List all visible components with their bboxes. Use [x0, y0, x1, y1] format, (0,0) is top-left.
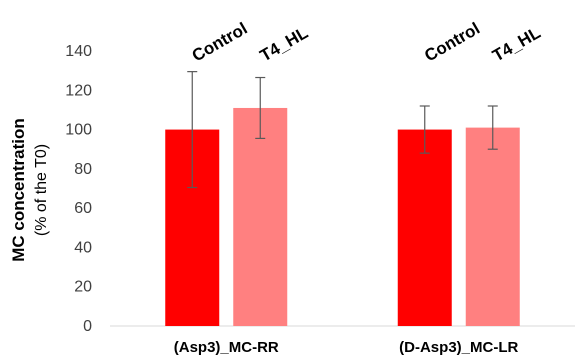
series-label: Control: [189, 19, 251, 66]
bar-control: [397, 129, 452, 326]
bar-t4-hl: [465, 127, 520, 326]
y-axis-sublabel: (% of the T0): [33, 144, 50, 236]
y-tick-label: 20: [74, 279, 92, 296]
y-tick-label: 100: [65, 122, 92, 139]
category-labels: (Asp3)_MC-RR (D-Asp3)_MC-LR: [174, 339, 519, 356]
y-tick-label: 40: [74, 239, 92, 256]
bars: [165, 107, 520, 326]
series-labels: Control T4_HL Control T4_HL: [189, 19, 544, 66]
series-label: T4_HL: [489, 23, 544, 65]
series-label: T4_HL: [257, 23, 312, 65]
bar-t4-hl: [233, 107, 288, 326]
y-tick-label: 60: [74, 200, 92, 217]
y-tick-label: 80: [74, 161, 92, 178]
y-axis-label: MC concentration: [9, 118, 28, 262]
y-tick-label: 120: [65, 82, 92, 99]
category-label: (D-Asp3)_MC-LR: [399, 339, 518, 356]
y-axis-title: MC concentration (% of the T0): [9, 118, 50, 262]
series-label: Control: [421, 19, 483, 66]
category-label: (Asp3)_MC-RR: [174, 339, 279, 356]
error-bars: [187, 71, 498, 189]
y-tick-label: 0: [83, 318, 92, 335]
y-tick-label: 140: [65, 43, 92, 60]
y-tick-labels: 0 20 40 60 80 100 120 140: [65, 43, 92, 335]
